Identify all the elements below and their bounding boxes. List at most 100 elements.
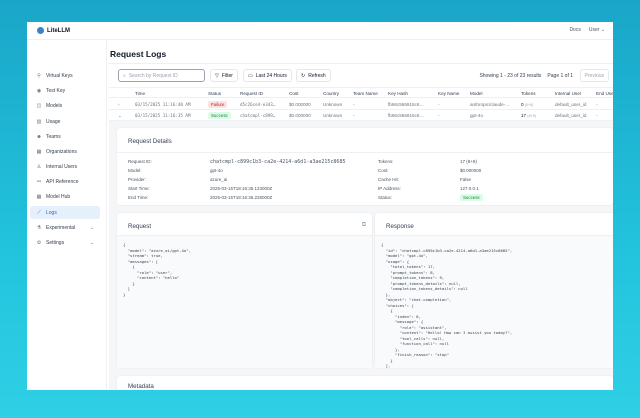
brand-name: LiteLLM	[47, 27, 70, 34]
search-input[interactable]: ⌕ Search by Request ID	[118, 69, 205, 82]
sidebar-item-label: Logs	[46, 209, 57, 216]
request-id-cell: chatcmpl-c899…	[240, 113, 276, 118]
time-cell: 03/15/2025 11:16:35 AM	[135, 113, 191, 118]
tokens-cell: 17 (8+9)	[521, 113, 536, 118]
chevron-right-icon[interactable]: ›	[118, 102, 120, 107]
tokens-total: 17	[521, 113, 527, 118]
time-range-label: Last 24 Hours	[255, 72, 287, 79]
sidebar-item-internal-users[interactable]: ♙ Internal Users	[30, 160, 100, 173]
sidebar-item-label: Models	[46, 102, 63, 109]
sidebar-item-virtual-keys[interactable]: ⚲ Virtual Keys	[30, 69, 100, 82]
bar-chart-icon: ▥	[36, 118, 42, 125]
request-id-cell: d5c26ce4-e343…	[240, 102, 276, 107]
filter-icon: ▽	[215, 72, 219, 79]
sidebar-item-test-key[interactable]: ◉ Test Key	[30, 84, 100, 97]
column-header[interactable]: End User	[596, 91, 613, 96]
sidebar-item-api-reference[interactable]: ⚯ API Reference	[30, 175, 100, 188]
sidebar-item-label: Experimental	[46, 224, 76, 231]
column-header[interactable]: Country	[323, 91, 340, 96]
user-icon: ♙	[36, 163, 42, 170]
end-user-cell: -	[596, 102, 598, 107]
model-cell: anthropic/claude-…	[470, 102, 510, 107]
request-details-title: Request Details	[128, 138, 172, 145]
results-count: Showing 1 - 23 of 23 results	[479, 73, 542, 79]
column-header[interactable]: Time	[135, 91, 146, 96]
key-hash-cell: fb66c565915c6…	[388, 102, 425, 107]
model-cell: gpt-4o	[470, 113, 484, 118]
chevron-down-icon: ⌄	[600, 27, 605, 33]
sidebar-item-label: Model Hub	[46, 193, 71, 200]
team-cell: -	[353, 113, 355, 118]
copy-icon[interactable]: ⧉	[361, 222, 366, 228]
table-row[interactable]: › 03/15/2025 11:16:40 AM Failure d5c26ce4-e…	[109, 99, 613, 110]
appstore-icon: ▦	[36, 193, 42, 200]
sidebar-item-label: Teams	[46, 133, 61, 140]
detail-label: End Time:	[128, 195, 149, 200]
logs-card: ⌕ Search by Request ID ▽ Filter ▭ Last 24 H…	[109, 63, 613, 390]
column-header[interactable]: Status	[208, 91, 222, 96]
detail-label: IP Address:	[378, 186, 401, 191]
search-placeholder: Search by Request ID	[128, 72, 178, 79]
chevron-down-icon[interactable]: ⌄	[118, 113, 122, 118]
sidebar-item-teams[interactable]: ☻ Teams	[30, 130, 100, 143]
docs-link[interactable]: Docs	[569, 27, 581, 33]
detail-label: Provider:	[128, 177, 147, 182]
tokens-cell: 0 (0+0)	[521, 102, 533, 107]
block-icon: ◫	[36, 102, 42, 109]
refresh-button[interactable]: ↻ Refresh	[296, 69, 331, 82]
table-row[interactable]: ⌄ 03/15/2025 11:16:35 AM Success chatcmpl-c…	[109, 110, 613, 121]
sidebar-item-label: Virtual Keys	[46, 72, 73, 79]
column-header[interactable]: Request ID	[240, 91, 263, 96]
column-header[interactable]: Team Name	[353, 91, 378, 96]
bank-icon: ▦	[36, 148, 42, 155]
sidebar-item-models[interactable]: ◫ Models	[30, 99, 100, 112]
key-name-cell: -	[438, 113, 440, 118]
refresh-icon: ↻	[301, 72, 306, 79]
column-header[interactable]: Tokens	[521, 91, 536, 96]
status-badge: Success	[460, 194, 483, 201]
previous-button[interactable]: Previous	[579, 69, 609, 82]
detail-label: Cache Hit:	[378, 177, 400, 182]
column-header[interactable]: Key Hash	[388, 91, 408, 96]
country-cell: Unknown	[323, 113, 343, 118]
sidebar-item-usage[interactable]: ▥ Usage	[30, 115, 100, 128]
brand-logo[interactable]: LiteLLM	[37, 27, 70, 34]
column-header[interactable]: Key Name	[438, 91, 460, 96]
filter-button[interactable]: ▽ Filter	[210, 69, 238, 82]
sidebar-item-model-hub[interactable]: ▦ Model Hub	[30, 190, 100, 203]
calendar-icon: ▭	[248, 72, 253, 79]
column-header[interactable]: Cost	[289, 91, 299, 96]
refresh-label: Refresh	[308, 72, 326, 79]
detail-value: 127.0.0.1	[460, 186, 479, 191]
response-json: { "id": "chatcmpl-c899c1b3-ca2e-4214-a6d…	[381, 242, 513, 368]
setting-icon: ⚙	[36, 239, 42, 246]
sidebar-item-experimental[interactable]: ⚗ Experimental ⌄	[30, 221, 100, 234]
detail-value: False	[460, 177, 472, 182]
request-details-panel: Request Details Request ID: chatcmpl-c899…	[117, 128, 613, 205]
detail-value: 17 (8+9)	[460, 159, 477, 164]
response-title: Response	[386, 223, 414, 230]
request-title: Request	[128, 223, 152, 230]
sidebar-item-organizations[interactable]: ▦ Organizations	[30, 145, 100, 158]
country-cell: Unknown	[323, 102, 343, 107]
main-content: Request Logs ⌕ Search by Request ID ▽ Filt…	[109, 40, 613, 390]
metadata-title: Metadata	[128, 383, 154, 390]
sidebar-item-logs[interactable]: ⟋ Logs	[30, 206, 100, 219]
status-badge: Failure	[208, 100, 228, 108]
sidebar-item-settings[interactable]: ⚙ Settings ⌄	[30, 236, 100, 249]
column-header[interactable]: Internal User	[555, 91, 582, 96]
user-menu[interactable]: User ⌄	[589, 27, 605, 33]
column-header[interactable]: Model	[470, 91, 483, 96]
user-cell: default_user_id	[555, 102, 587, 107]
time-range-button[interactable]: ▭ Last 24 Hours	[243, 69, 292, 82]
detail-value: $0.000000	[460, 168, 482, 173]
request-json: { "model": "azure_ai/gpt-4o", "stream": …	[123, 242, 191, 297]
page-indicator: Page 1 of 1	[547, 73, 573, 79]
key-hash-cell: fb66c565915c6…	[388, 113, 425, 118]
chevron-down-icon: ⌄	[89, 224, 94, 231]
tokens-total: 0	[521, 102, 524, 107]
detail-value: azure_ai	[210, 177, 228, 182]
api-icon: ⚯	[36, 178, 42, 185]
key-icon: ⚲	[37, 72, 41, 79]
detail-label: Model:	[128, 168, 142, 173]
